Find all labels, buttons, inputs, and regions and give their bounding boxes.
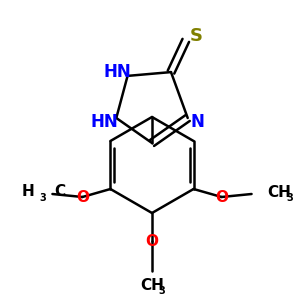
Text: 3: 3 [286,193,293,203]
Text: O: O [146,233,158,248]
Text: S: S [189,27,202,45]
Text: O: O [215,190,228,205]
Text: CH: CH [268,184,291,200]
Text: O: O [76,190,89,205]
Text: 3: 3 [39,193,46,203]
Text: H: H [22,184,34,200]
Text: C: C [54,184,66,200]
Text: N: N [191,113,205,131]
Text: HN: HN [90,113,118,131]
Text: 3: 3 [159,286,165,296]
Text: CH: CH [140,278,164,292]
Text: HN: HN [104,63,131,81]
